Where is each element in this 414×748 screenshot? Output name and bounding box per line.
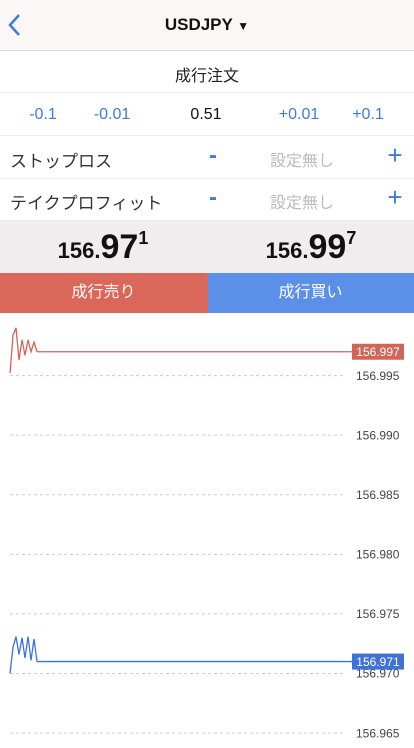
lot-button[interactable]: +0.01	[278, 106, 320, 123]
order-type-row: 成行注文	[0, 51, 414, 93]
y-tick-label: 156.985	[356, 488, 400, 502]
lot-row: -0.1 -0.01 0.51 +0.01 +0.1	[0, 92, 414, 136]
prefix: 156.	[57, 238, 101, 263]
label: ストップロス	[10, 152, 112, 171]
point: 1	[138, 228, 149, 248]
minus-button[interactable]: -	[209, 184, 217, 211]
y-tick-label: 156.980	[356, 548, 400, 562]
lot-value: 0.51	[190, 106, 222, 123]
stop-loss-row: ストップロス - 設定無し +	[0, 136, 414, 179]
symbol-selector[interactable]: USDJPY ▼	[164, 15, 250, 34]
buy-price: 156.997	[266, 228, 357, 267]
price-line	[9, 327, 38, 374]
header: USDJPY ▼	[0, 0, 414, 51]
last-price-label: 156.971	[356, 655, 400, 669]
value: 設定無し	[269, 195, 335, 212]
last-price-label: 156.997	[356, 345, 400, 359]
y-tick-label: 156.995	[356, 369, 400, 383]
point: 7	[346, 228, 357, 248]
plus-button[interactable]: +	[387, 140, 403, 170]
y-tick-label: 156.965	[356, 726, 400, 740]
lot-button[interactable]: -0.1	[29, 106, 57, 123]
minus-button[interactable]: -	[209, 142, 217, 169]
last-price-tag	[352, 653, 404, 670]
price-panel: 156.971 156.997	[0, 220, 414, 273]
y-tick-label: 156.975	[356, 607, 400, 621]
sell-price: 156.971	[58, 228, 149, 267]
sell-button[interactable]: 成行売り	[0, 273, 207, 313]
prefix: 156.	[265, 238, 309, 263]
label: テイクプロフィット	[10, 194, 163, 213]
price-line	[9, 636, 38, 674]
y-tick-label: 156.970	[356, 667, 400, 681]
y-tick-label: 156.990	[356, 428, 400, 442]
symbol: USDJPY	[164, 15, 233, 34]
last-price-tag	[352, 343, 404, 360]
pips: 99	[308, 228, 347, 266]
back-button[interactable]	[6, 13, 24, 37]
lot-button[interactable]: -0.01	[93, 106, 131, 123]
take-profit-row: テイクプロフィット - 設定無し +	[0, 178, 414, 220]
tick-chart: 156.995 156.990 156.985 156.980 156.975 156.9…	[9, 327, 404, 740]
value: 設定無し	[269, 153, 335, 170]
pips: 97	[100, 228, 139, 266]
lot-button[interactable]: +0.1	[352, 106, 384, 123]
plus-button[interactable]: +	[387, 182, 403, 212]
buy-button[interactable]: 成行買い	[207, 273, 414, 313]
order-type: 成行注文	[174, 68, 239, 85]
